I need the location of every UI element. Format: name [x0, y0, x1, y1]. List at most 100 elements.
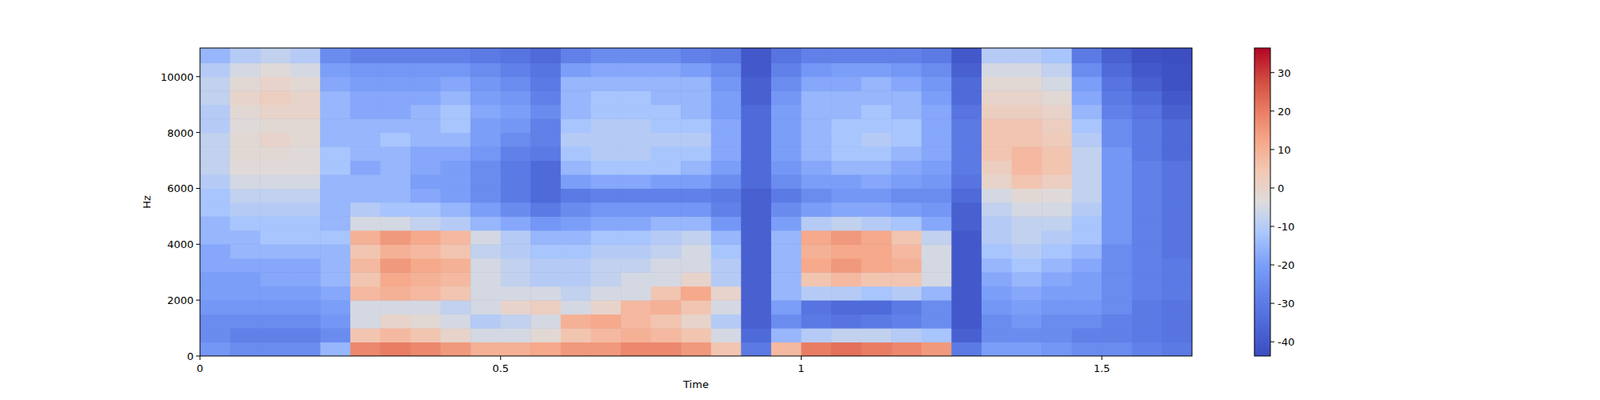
cell	[380, 118, 411, 133]
cell	[530, 160, 561, 176]
cell	[1161, 286, 1192, 301]
cell	[831, 244, 862, 259]
cell	[711, 188, 742, 203]
cell	[1132, 230, 1163, 245]
cell	[981, 146, 1012, 161]
colorbar-tick-label: 0	[1277, 182, 1284, 195]
cell	[891, 328, 922, 343]
cell	[891, 62, 922, 77]
cell	[320, 118, 351, 133]
cell	[801, 62, 832, 77]
cell	[500, 216, 532, 231]
cell	[410, 118, 441, 133]
cell	[771, 146, 802, 161]
cell	[560, 90, 592, 105]
cell	[1161, 62, 1192, 77]
cell	[951, 62, 982, 77]
cell	[651, 342, 682, 356]
cell	[801, 328, 832, 343]
cell	[831, 104, 862, 120]
cell	[380, 160, 411, 176]
cell	[1012, 202, 1043, 217]
cell	[1132, 90, 1163, 105]
cell	[1161, 272, 1192, 287]
cell	[440, 174, 472, 189]
cell	[951, 104, 982, 120]
y-tick-label: 6000	[167, 182, 194, 195]
cell	[831, 90, 862, 105]
y-tick-label: 2000	[167, 294, 194, 307]
cell	[1072, 62, 1103, 77]
cell	[951, 174, 982, 189]
cell	[590, 104, 621, 120]
cell	[290, 188, 321, 203]
cell	[951, 244, 982, 259]
cell	[771, 188, 802, 203]
cell	[651, 188, 682, 203]
cell	[771, 272, 802, 287]
cell	[560, 328, 592, 343]
cell	[1012, 62, 1043, 77]
cell	[440, 244, 472, 259]
cell	[590, 314, 621, 329]
cell	[771, 286, 802, 301]
cell	[981, 104, 1012, 120]
cell	[1101, 76, 1132, 92]
cell	[350, 230, 381, 245]
cell	[1041, 300, 1072, 315]
cell	[951, 76, 982, 92]
cell	[891, 314, 922, 329]
cell	[891, 244, 922, 259]
cell	[350, 244, 381, 259]
cell	[470, 118, 501, 133]
cell	[771, 314, 802, 329]
cell	[680, 314, 712, 329]
cell	[711, 76, 742, 92]
cell	[1041, 244, 1072, 259]
cell	[921, 90, 952, 105]
cell	[981, 118, 1012, 133]
cell	[831, 286, 862, 301]
cell	[801, 202, 832, 217]
cell	[350, 146, 381, 161]
cell	[711, 272, 742, 287]
cell	[620, 314, 652, 329]
cell	[771, 230, 802, 245]
cell	[530, 216, 561, 231]
cell	[1161, 258, 1192, 273]
cell	[951, 230, 982, 245]
cell	[410, 104, 441, 120]
cell	[891, 230, 922, 245]
cell	[470, 272, 501, 287]
cell	[230, 146, 261, 161]
cell	[290, 132, 321, 148]
cell	[891, 160, 922, 176]
cell	[1072, 202, 1103, 217]
cell	[290, 272, 321, 287]
cell	[1041, 188, 1072, 203]
cell	[530, 90, 561, 105]
cell	[410, 342, 441, 356]
colorbar-tick-label: 10	[1277, 144, 1292, 156]
cell	[740, 230, 772, 245]
cell	[410, 314, 441, 329]
cell	[380, 104, 411, 120]
cell	[981, 300, 1012, 315]
cell	[590, 174, 621, 189]
cell	[500, 286, 532, 301]
cell	[740, 62, 772, 77]
cell	[1041, 146, 1072, 161]
cell	[230, 272, 261, 287]
cell	[831, 314, 862, 329]
cell	[200, 328, 231, 343]
cell	[560, 132, 592, 148]
cell	[711, 146, 742, 161]
cell	[1101, 258, 1132, 273]
cell	[711, 300, 742, 315]
cell	[620, 216, 652, 231]
cell	[1072, 160, 1103, 176]
cell	[831, 272, 862, 287]
cell	[200, 160, 231, 176]
cell	[320, 216, 351, 231]
cell	[651, 300, 682, 315]
